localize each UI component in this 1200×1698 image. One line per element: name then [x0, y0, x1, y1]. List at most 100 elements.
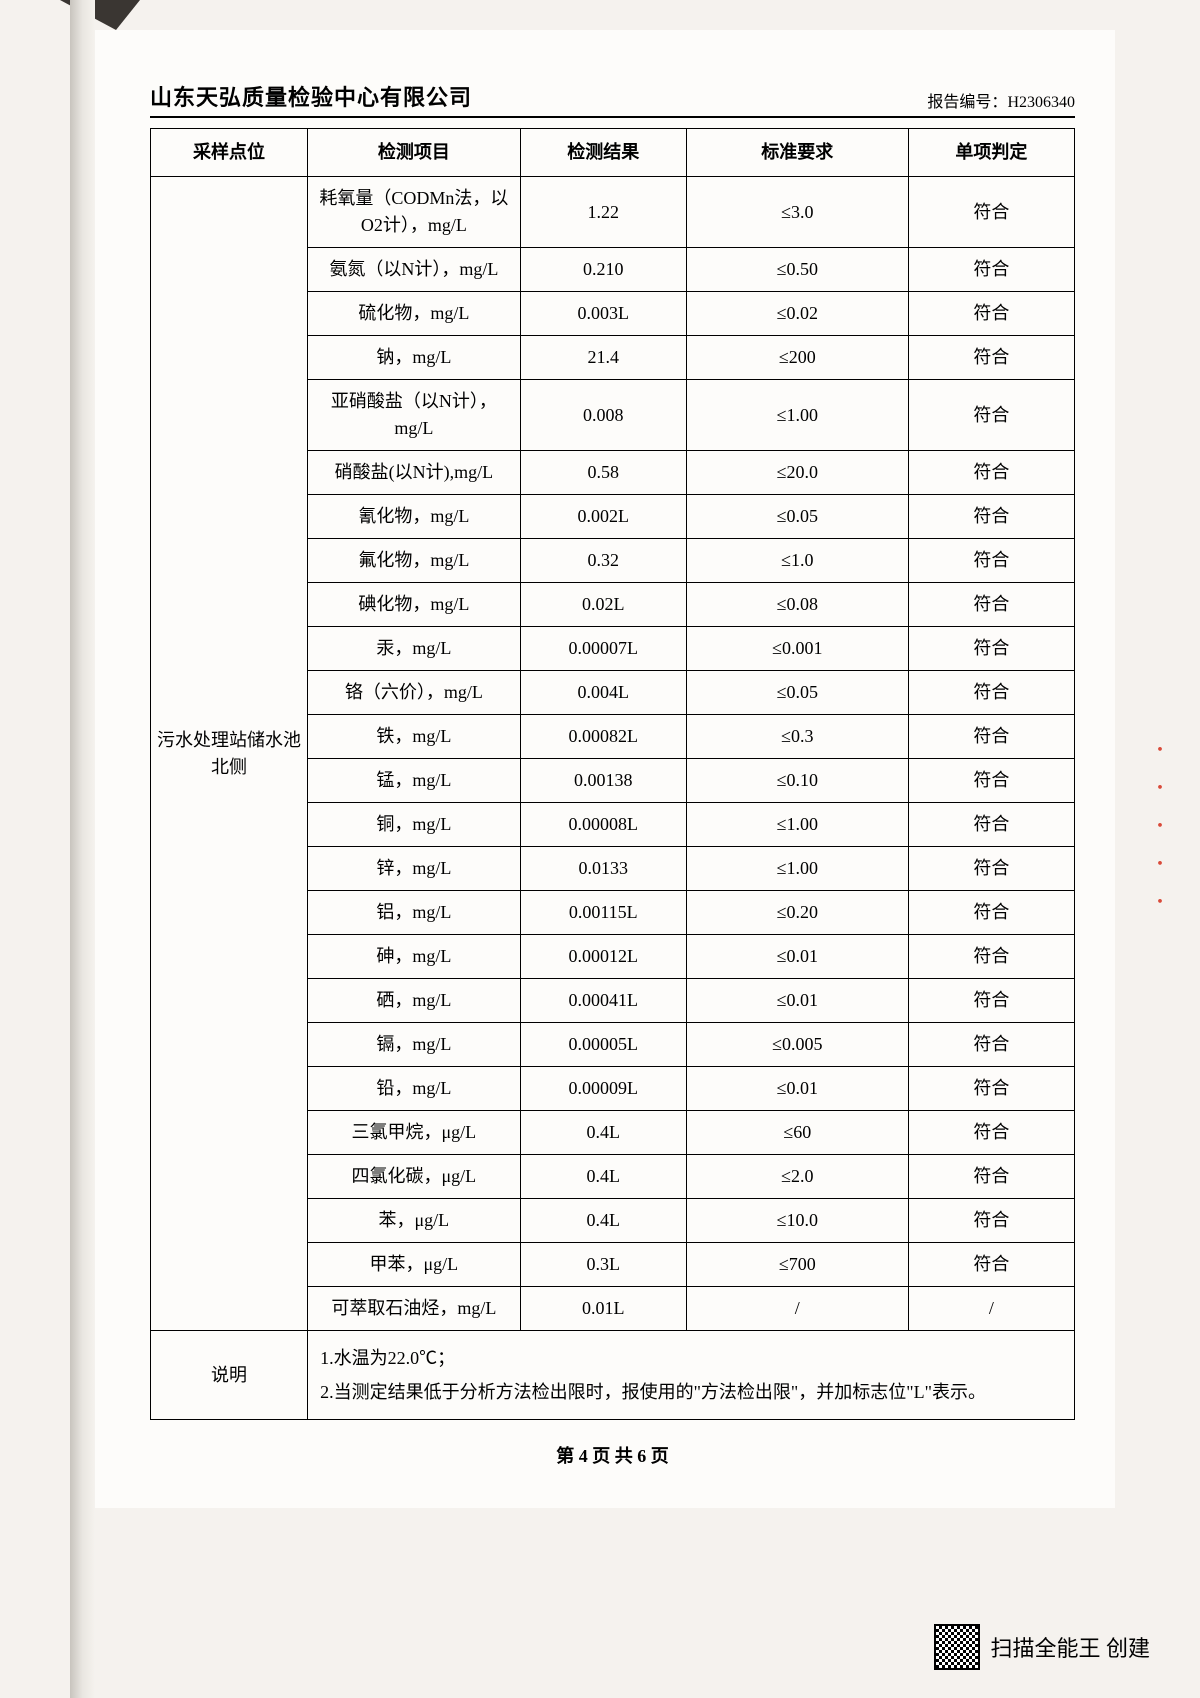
col-std: 标准要求 [686, 129, 908, 177]
sampling-site-cell: 污水处理站储水池北侧 [151, 177, 308, 1331]
qr-text: 扫描全能王 创建 [990, 1631, 1150, 1663]
side-marks: ・・・・・ [1146, 740, 1172, 930]
cell-item: 苯，μg/L [308, 1199, 521, 1243]
col-verdict: 单项判定 [908, 129, 1074, 177]
cell-std: ≤0.005 [686, 1023, 908, 1067]
cell-verdict: 符合 [908, 671, 1074, 715]
cell-std: ≤700 [686, 1243, 908, 1287]
cell-verdict: 符合 [908, 627, 1074, 671]
cell-verdict: 符合 [908, 495, 1074, 539]
page-shadow [70, 0, 95, 1698]
cell-std: ≤0.20 [686, 891, 908, 935]
cell-item: 氰化物，mg/L [308, 495, 521, 539]
cell-result: 0.01L [520, 1287, 686, 1331]
cell-verdict: 符合 [908, 583, 1074, 627]
cell-verdict: 符合 [908, 1111, 1074, 1155]
cell-verdict: 符合 [908, 451, 1074, 495]
note-text-cell: 1.水温为22.0℃；2.当测定结果低于分析方法检出限时，报使用的"方法检出限"… [308, 1331, 1075, 1420]
cell-std: ≤200 [686, 336, 908, 380]
cell-std: / [686, 1287, 908, 1331]
cell-result: 0.00007L [520, 627, 686, 671]
cell-std: ≤1.0 [686, 539, 908, 583]
cell-std: ≤0.01 [686, 979, 908, 1023]
cell-item: 汞，mg/L [308, 627, 521, 671]
cell-verdict: 符合 [908, 715, 1074, 759]
cell-item: 铁，mg/L [308, 715, 521, 759]
cell-verdict: 符合 [908, 891, 1074, 935]
cell-std: ≤0.05 [686, 495, 908, 539]
cell-item: 可萃取石油烃，mg/L [308, 1287, 521, 1331]
cell-std: ≤10.0 [686, 1199, 908, 1243]
cell-item: 硫化物，mg/L [308, 292, 521, 336]
cell-item: 锰，mg/L [308, 759, 521, 803]
cell-std: ≤0.05 [686, 671, 908, 715]
cell-verdict: 符合 [908, 539, 1074, 583]
cell-item: 铜，mg/L [308, 803, 521, 847]
cell-item: 氨氮（以N计），mg/L [308, 248, 521, 292]
cell-result: 0.4L [520, 1111, 686, 1155]
cell-std: ≤20.0 [686, 451, 908, 495]
cell-std: ≤60 [686, 1111, 908, 1155]
cell-std: ≤1.00 [686, 380, 908, 451]
cell-result: 0.3L [520, 1243, 686, 1287]
cell-verdict: 符合 [908, 292, 1074, 336]
cell-item: 耗氧量（CODMn法，以O2计），mg/L [308, 177, 521, 248]
cell-verdict: / [908, 1287, 1074, 1331]
cell-result: 0.008 [520, 380, 686, 451]
cell-result: 0.00138 [520, 759, 686, 803]
table-row: 污水处理站储水池北侧耗氧量（CODMn法，以O2计），mg/L1.22≤3.0符… [151, 177, 1075, 248]
qr-footer: 扫描全能王 创建 [934, 1624, 1150, 1670]
cell-item: 亚硝酸盐（以N计），mg/L [308, 380, 521, 451]
qr-code-icon [934, 1624, 980, 1670]
cell-verdict: 符合 [908, 759, 1074, 803]
cell-item: 硒，mg/L [308, 979, 521, 1023]
header: 山东天弘质量检验中心有限公司 报告编号：H2306340 [150, 80, 1075, 118]
cell-verdict: 符合 [908, 336, 1074, 380]
cell-verdict: 符合 [908, 803, 1074, 847]
cell-item: 碘化物，mg/L [308, 583, 521, 627]
cell-verdict: 符合 [908, 177, 1074, 248]
col-item: 检测项目 [308, 129, 521, 177]
cell-verdict: 符合 [908, 1243, 1074, 1287]
cell-item: 镉，mg/L [308, 1023, 521, 1067]
cell-std: ≤0.01 [686, 1067, 908, 1111]
company-name: 山东天弘质量检验中心有限公司 [150, 80, 472, 112]
cell-verdict: 符合 [908, 1067, 1074, 1111]
cell-result: 0.00005L [520, 1023, 686, 1067]
cell-result: 0.00012L [520, 935, 686, 979]
cell-verdict: 符合 [908, 935, 1074, 979]
cell-result: 0.004L [520, 671, 686, 715]
cell-result: 0.210 [520, 248, 686, 292]
cell-result: 0.00041L [520, 979, 686, 1023]
cell-std: ≤0.50 [686, 248, 908, 292]
cell-result: 0.32 [520, 539, 686, 583]
cell-std: ≤0.3 [686, 715, 908, 759]
cell-item: 三氯甲烷，μg/L [308, 1111, 521, 1155]
cell-result: 0.003L [520, 292, 686, 336]
cell-item: 砷，mg/L [308, 935, 521, 979]
cell-verdict: 符合 [908, 380, 1074, 451]
cell-result: 0.00115L [520, 891, 686, 935]
cell-std: ≤0.001 [686, 627, 908, 671]
cell-result: 0.58 [520, 451, 686, 495]
cell-verdict: 符合 [908, 979, 1074, 1023]
cell-verdict: 符合 [908, 1199, 1074, 1243]
cell-result: 1.22 [520, 177, 686, 248]
col-result: 检测结果 [520, 129, 686, 177]
cell-std: ≤0.08 [686, 583, 908, 627]
cell-result: 0.00009L [520, 1067, 686, 1111]
note-row: 说明1.水温为22.0℃；2.当测定结果低于分析方法检出限时，报使用的"方法检出… [151, 1331, 1075, 1420]
cell-std: ≤1.00 [686, 847, 908, 891]
cell-item: 氟化物，mg/L [308, 539, 521, 583]
cell-std: ≤0.10 [686, 759, 908, 803]
cell-verdict: 符合 [908, 248, 1074, 292]
cell-verdict: 符合 [908, 847, 1074, 891]
cell-verdict: 符合 [908, 1023, 1074, 1067]
cell-item: 铝，mg/L [308, 891, 521, 935]
cell-verdict: 符合 [908, 1155, 1074, 1199]
cell-result: 0.00082L [520, 715, 686, 759]
col-site: 采样点位 [151, 129, 308, 177]
cell-item: 钠，mg/L [308, 336, 521, 380]
cell-std: ≤1.00 [686, 803, 908, 847]
cell-result: 21.4 [520, 336, 686, 380]
